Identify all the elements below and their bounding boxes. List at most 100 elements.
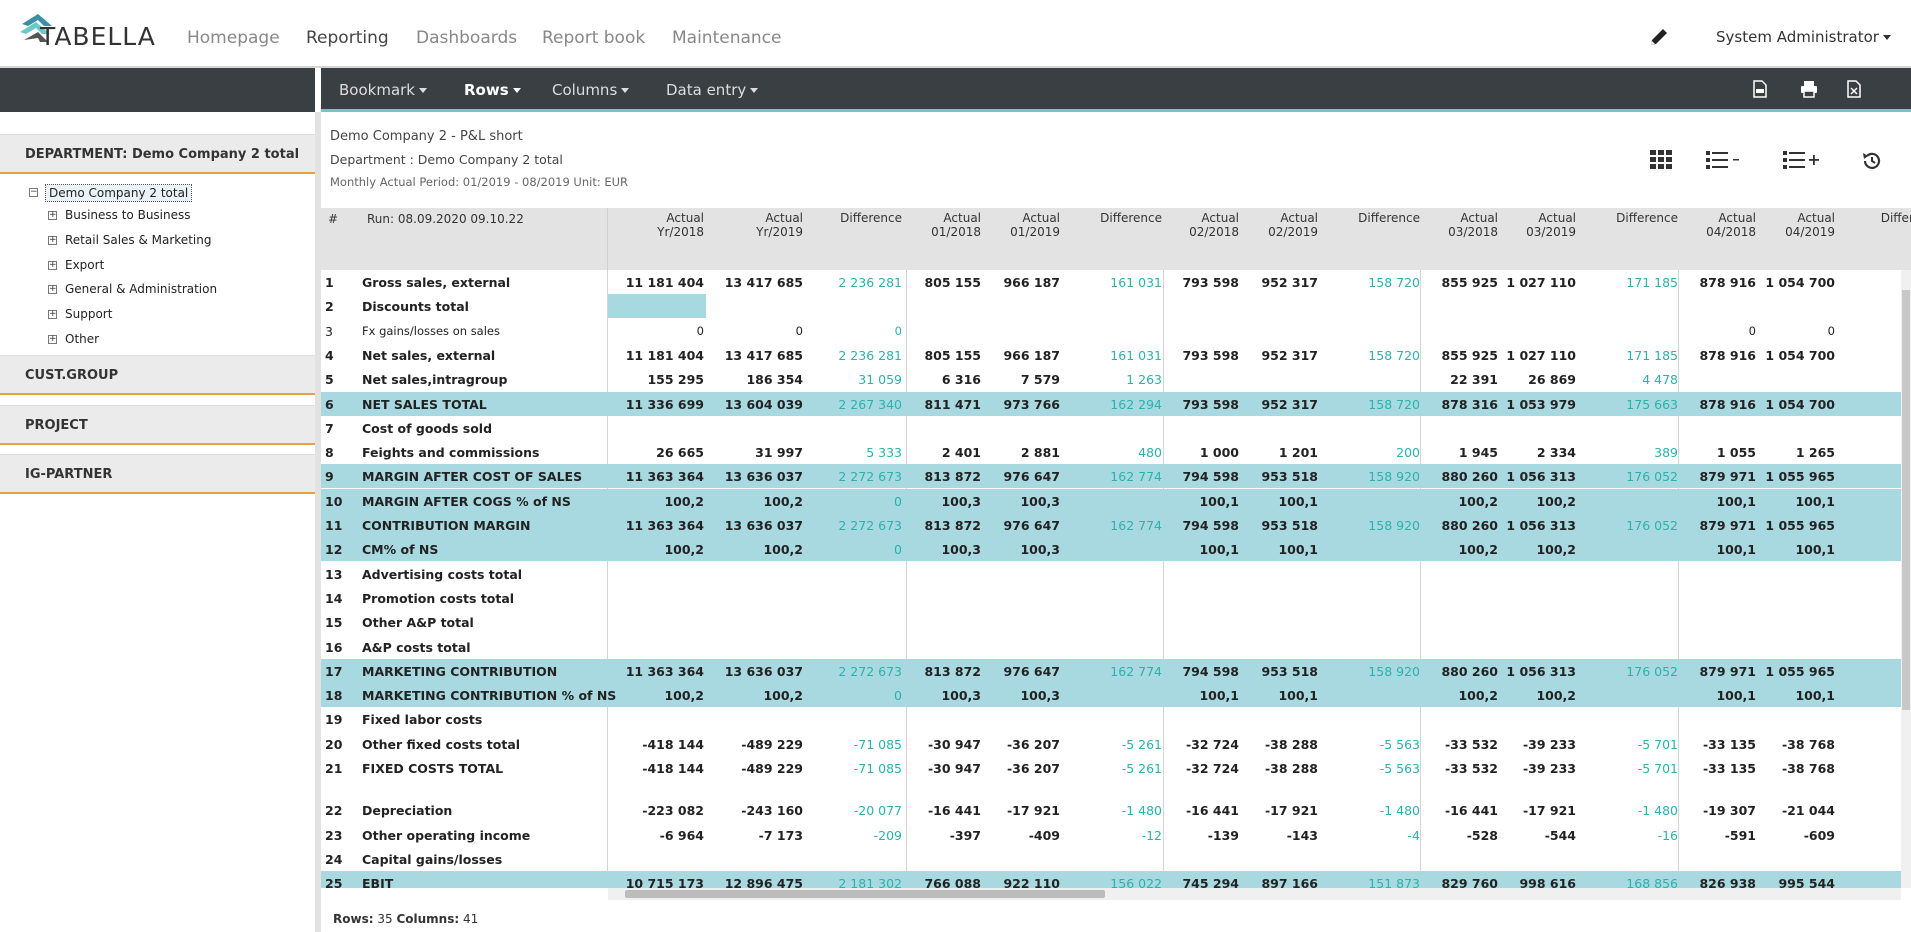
table-cell[interactable]: -5 701: [1637, 736, 1678, 752]
table-cell[interactable]: 879 971: [1699, 469, 1756, 485]
table-cell[interactable]: 171 185: [1626, 275, 1678, 290]
column-header[interactable]: Actual Yr/2019: [756, 211, 803, 239]
table-cell[interactable]: 100,1: [1278, 542, 1318, 558]
dim-project[interactable]: PROJECT: [0, 405, 315, 445]
table-cell[interactable]: 100,1: [1795, 688, 1835, 704]
vertical-scroll-thumb[interactable]: [1902, 290, 1910, 710]
table-cell[interactable]: 1 027 110: [1506, 347, 1576, 363]
table-cell[interactable]: 100,2: [664, 688, 704, 704]
table-cell[interactable]: 1 055: [1716, 445, 1756, 461]
table-cell[interactable]: 186 354: [746, 372, 803, 388]
table-cell[interactable]: 100,1: [1199, 542, 1239, 558]
table-row[interactable]: 1 Gross sales, external 11 181 404 13 417 6…: [321, 270, 1901, 294]
table-cell[interactable]: 11 181 404: [625, 347, 704, 363]
table-cell[interactable]: 158 920: [1368, 469, 1420, 485]
table-cell[interactable]: -6 964: [659, 827, 704, 843]
table-cell[interactable]: 826 938: [1699, 876, 1756, 888]
table-cell[interactable]: -33 135: [1702, 736, 1756, 752]
history-icon[interactable]: [1861, 150, 1883, 172]
table-cell[interactable]: 1 054 700: [1765, 275, 1835, 290]
table-cell[interactable]: 952 317: [1261, 347, 1318, 363]
table-cell[interactable]: 158 920: [1368, 518, 1420, 533]
table-cell[interactable]: 176 052: [1626, 663, 1678, 679]
nav-reporting[interactable]: Reporting: [306, 28, 389, 48]
expand-icon[interactable]: +: [48, 260, 57, 270]
table-cell[interactable]: 2 272 673: [838, 469, 902, 485]
table-cell[interactable]: 2 236 281: [838, 347, 902, 363]
table-row[interactable]: 7 Cost of goods sold: [321, 416, 1901, 440]
table-cell[interactable]: 966 187: [1003, 275, 1060, 290]
table-row[interactable]: 14 Promotion costs total: [321, 586, 1901, 610]
table-cell[interactable]: -5 261: [1121, 736, 1162, 752]
table-cell[interactable]: -397: [949, 827, 981, 843]
table-cell[interactable]: 156 022: [1110, 876, 1162, 888]
table-cell[interactable]: 100,3: [1020, 493, 1060, 509]
table-cell[interactable]: 1 055 965: [1765, 663, 1835, 679]
table-cell[interactable]: 922 110: [1003, 876, 1060, 888]
list-expand-icon[interactable]: [1783, 150, 1821, 170]
table-cell[interactable]: 100,2: [1536, 493, 1576, 509]
table-cell[interactable]: 162 294: [1110, 396, 1162, 412]
table-row[interactable]: 13 Advertising costs total: [321, 562, 1901, 586]
table-cell[interactable]: 162 774: [1110, 518, 1162, 533]
table-cell[interactable]: 1 945: [1458, 445, 1498, 461]
table-row[interactable]: 25 EBIT 10 715 173 12 896 475 2 181 302 766 0…: [321, 871, 1901, 888]
table-cell[interactable]: 973 766: [1003, 396, 1060, 412]
table-cell[interactable]: -38 768: [1781, 761, 1835, 776]
table-cell[interactable]: 976 647: [1003, 663, 1060, 679]
column-header[interactable]: Actual 01/2019: [1010, 211, 1060, 239]
table-cell[interactable]: 480: [1138, 445, 1162, 461]
tree-item-retail-sales[interactable]: Retail Sales & Marketing: [65, 233, 212, 247]
table-cell[interactable]: -418 144: [642, 761, 704, 776]
expand-icon[interactable]: +: [48, 309, 57, 319]
table-cell[interactable]: -71 085: [853, 736, 902, 752]
table-row[interactable]: 24 Capital gains/losses: [321, 847, 1901, 871]
table-cell[interactable]: 813 872: [924, 469, 981, 485]
table-row[interactable]: 22 Depreciation -223 082 -243 160 -20 077 -16…: [321, 798, 1901, 822]
table-cell[interactable]: 794 598: [1182, 469, 1239, 485]
menu-bookmark[interactable]: Bookmark: [339, 81, 427, 99]
table-row[interactable]: 17 MARKETING CONTRIBUTION 11 363 364 13 636…: [321, 658, 1901, 683]
table-cell[interactable]: -20 077: [853, 803, 902, 819]
table-cell[interactable]: 31 997: [755, 445, 803, 461]
table-cell[interactable]: -5 563: [1379, 761, 1420, 776]
table-cell[interactable]: 161 031: [1110, 275, 1162, 290]
table-cell[interactable]: 813 872: [924, 663, 981, 679]
table-cell[interactable]: -489 229: [741, 736, 803, 752]
table-cell[interactable]: -16: [1657, 827, 1678, 843]
table-row[interactable]: 16 A&P costs total: [321, 635, 1901, 659]
table-cell[interactable]: 1 263: [1126, 372, 1162, 388]
menu-rows[interactable]: Rows: [464, 81, 521, 99]
table-cell[interactable]: -4: [1407, 827, 1420, 843]
table-cell[interactable]: 100,2: [1458, 493, 1498, 509]
table-cell[interactable]: -21 044: [1781, 803, 1835, 819]
table-cell[interactable]: -7 173: [758, 827, 803, 843]
column-header[interactable]: Actual 04/2019: [1785, 211, 1835, 239]
table-cell[interactable]: 0: [1827, 323, 1835, 338]
table-cell[interactable]: 7 579: [1020, 372, 1060, 388]
table-cell[interactable]: 0: [795, 323, 803, 338]
table-cell[interactable]: 880 260: [1441, 469, 1498, 485]
table-cell[interactable]: -71 085: [853, 761, 902, 776]
table-cell[interactable]: 1 056 313: [1506, 518, 1576, 533]
column-header[interactable]: Actual Yr/2018: [657, 211, 704, 239]
table-cell[interactable]: 100,1: [1278, 493, 1318, 509]
column-header[interactable]: Actual 02/2018: [1189, 211, 1239, 239]
table-cell[interactable]: -17 921: [1264, 803, 1318, 819]
table-row[interactable]: 18 MARKETING CONTRIBUTION % of NS 100,2 100…: [321, 683, 1901, 708]
print-icon[interactable]: [1800, 80, 1818, 98]
column-header[interactable]: Differe: [1881, 211, 1911, 225]
dim-department[interactable]: DEPARTMENT: Demo Company 2 total: [0, 134, 315, 174]
table-cell[interactable]: 100,2: [1536, 542, 1576, 558]
table-cell[interactable]: -16 441: [1444, 803, 1498, 819]
table-cell[interactable]: 12 896 475: [724, 876, 803, 888]
table-cell[interactable]: 793 598: [1182, 396, 1239, 412]
nav-dashboards[interactable]: Dashboards: [416, 28, 518, 48]
nav-homepage[interactable]: Homepage: [187, 28, 280, 48]
column-header[interactable]: Actual 02/2019: [1268, 211, 1318, 239]
table-cell[interactable]: 805 155: [924, 347, 981, 363]
table-cell[interactable]: -36 207: [1006, 761, 1060, 776]
table-cell[interactable]: 11 363 364: [625, 469, 704, 485]
table-row[interactable]: 5 Net sales,intragroup 155 295 186 354 31 05…: [321, 367, 1901, 391]
column-header[interactable]: Actual 03/2018: [1448, 211, 1498, 239]
